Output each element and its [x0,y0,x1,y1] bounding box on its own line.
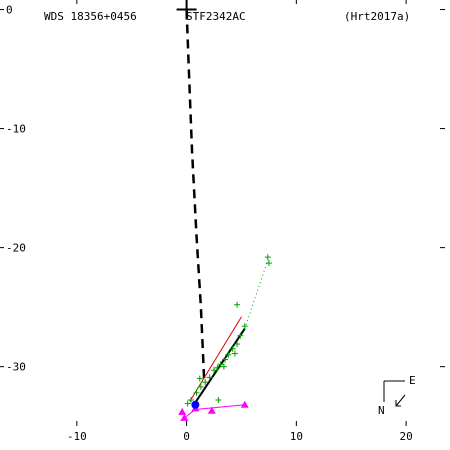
observation-point [237,332,244,339]
compass-arrowhead [395,400,401,407]
header-reference: (Hrt2017a) [344,10,410,23]
observation-point [220,363,227,370]
observation-point [217,361,224,368]
triangle-marker [180,413,189,421]
axes: -10 0 10 20 0 -10 -20 -30 [0,0,445,443]
observation-point [202,379,209,386]
header-wds-id: WDS 18356+0456 [44,10,137,23]
observation-point [231,350,238,357]
x-tick-label: 10 [290,430,303,443]
observation-point [196,375,203,382]
observation-point [241,323,248,330]
observation-point [193,389,200,396]
y-tick-label: -20 [6,242,26,255]
observation-point [222,356,228,363]
compass-east-label: E [409,374,416,387]
observation-point [184,400,191,407]
compass: N E [378,374,416,417]
fit-line [194,328,246,403]
y-tick-label: 0 [6,4,13,17]
triangle-marker [240,400,249,408]
observation-point [211,367,218,374]
compass-north-label: N [378,404,385,417]
observation-point [225,351,232,358]
observation-point [187,397,194,403]
motion-path [185,9,206,379]
observation-point [265,260,272,267]
x-tick-label: 0 [183,430,190,443]
header-component: STF2342AC [186,10,246,23]
x-tick-label: 20 [399,430,412,443]
observation-point [206,374,213,381]
y-tick-label: -30 [6,361,26,374]
observation-point [229,345,236,352]
trend-dotted-line [244,256,270,329]
y-tick-label: -10 [6,123,26,136]
primary-marker [191,400,200,409]
observation-point [215,397,222,403]
observation-point [234,341,241,348]
x-tick-label: -10 [67,430,87,443]
chart-marks [176,0,272,421]
triangle-marker [207,406,216,414]
observation-point [214,364,221,371]
observation-point [264,254,271,261]
triangle-marker [178,407,187,415]
observation-point [197,383,204,390]
compass-arrow [395,394,406,407]
observation-point [234,301,241,308]
